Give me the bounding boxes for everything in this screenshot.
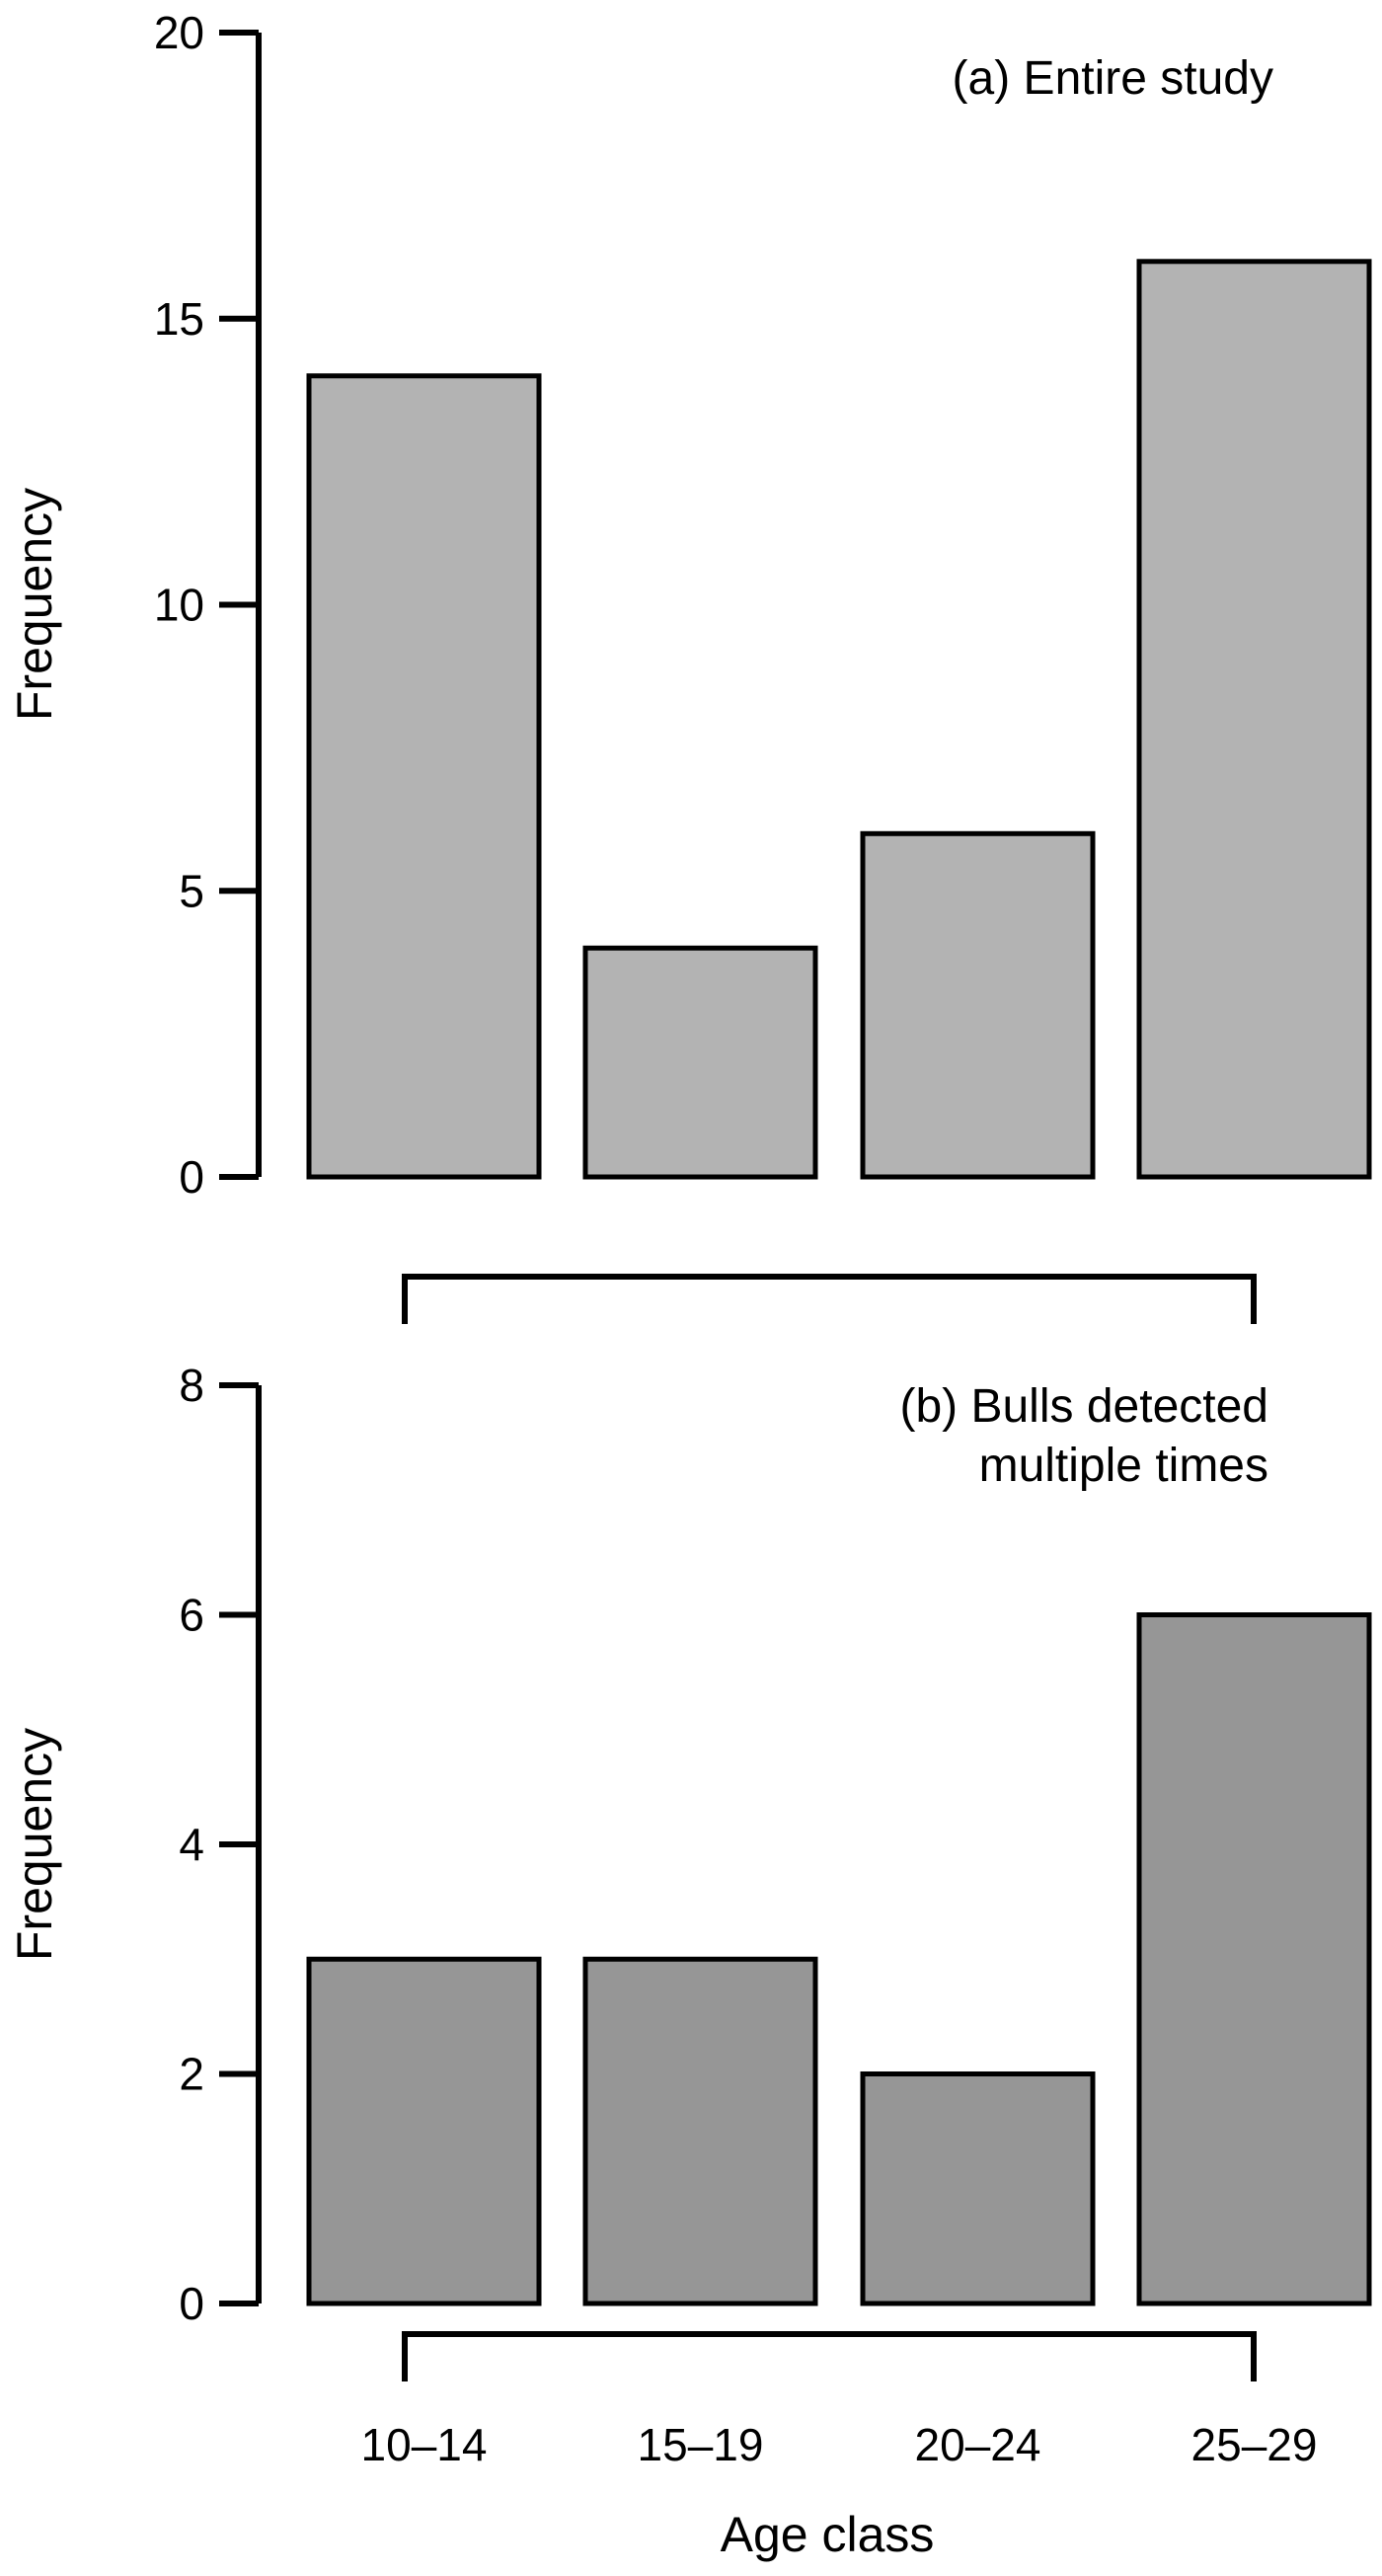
y-axis-title: Frequency: [7, 488, 62, 721]
y-tick-label: 6: [179, 1590, 204, 1641]
panel-a: 0 5 10 15 20 Frequency (a) Entire study: [7, 7, 1372, 1324]
x-axis-title: Age class: [721, 2507, 935, 2562]
y-tick-label: 0: [179, 2278, 204, 2329]
y-tick-label: 5: [179, 865, 204, 916]
panel-title: (a) Entire study: [953, 52, 1273, 105]
bar: [1136, 1612, 1372, 2306]
x-axis-bracket: [402, 1274, 1257, 1324]
y-tick-label: 4: [179, 1819, 204, 1870]
bar: [1136, 259, 1372, 1180]
bar: [582, 945, 818, 1180]
bar: [860, 2071, 1096, 2306]
panel-b: 0 2 4 6 8 Frequency 10–14 15–19 20–24 25–29 Age cl…: [7, 1360, 1372, 2562]
panel-title: multiple times: [979, 1440, 1268, 1492]
y-tick-label: 8: [179, 1360, 204, 1411]
x-tick-label: 25–29: [1191, 2419, 1318, 2470]
y-tick-label: 0: [179, 1151, 204, 1203]
y-tick-label: 20: [154, 7, 204, 58]
x-axis-bracket: [402, 2331, 1257, 2381]
x-tick-label: 20–24: [915, 2419, 1041, 2470]
bar: [306, 373, 542, 1180]
bar: [860, 830, 1096, 1180]
x-tick-label: 15–19: [638, 2419, 764, 2470]
x-tick-label: 10–14: [361, 2419, 488, 2470]
panel-title: (b) Bulls detected: [899, 1380, 1268, 1433]
y-tick-label: 15: [154, 293, 204, 345]
y-tick-label: 10: [154, 580, 204, 631]
bar: [582, 1956, 818, 2306]
y-axis-title: Frequency: [7, 1728, 62, 1961]
y-tick-label: 2: [179, 2049, 204, 2100]
bar: [306, 1956, 542, 2306]
